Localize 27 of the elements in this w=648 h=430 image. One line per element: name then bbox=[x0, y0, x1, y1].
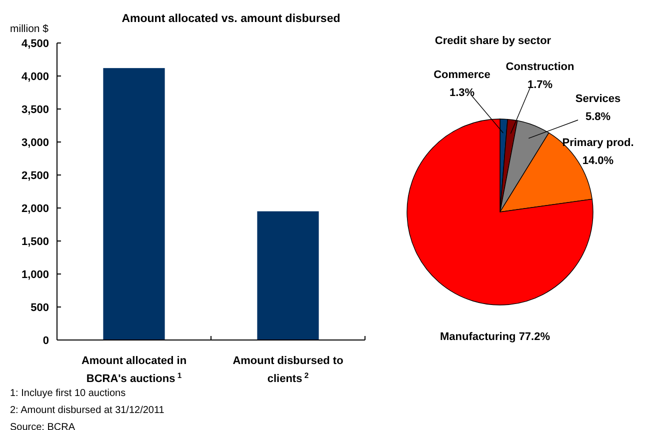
data-label: 1.3% bbox=[449, 87, 475, 99]
source-note: Source: BCRA bbox=[10, 422, 76, 430]
y-tick-label: 2,500 bbox=[21, 170, 49, 182]
y-tick-label: 1,000 bbox=[21, 268, 49, 281]
y-tick-label: 2,000 bbox=[21, 202, 49, 215]
slice-label: Construction bbox=[506, 61, 574, 73]
y-axis-title: million $ bbox=[10, 23, 49, 35]
x-tick-label: Amount allocated in BCRA's auctions$^{1}$ bbox=[81, 355, 187, 385]
slice-label: Primary prod. bbox=[562, 137, 634, 149]
y-tick-label: 0 bbox=[42, 334, 49, 347]
text: 2: Amount disbursed at 31/12/2011 bbox=[10, 405, 165, 416]
data-label: 1.7% bbox=[527, 79, 553, 91]
y-tick-label: 500 bbox=[30, 302, 49, 314]
x-tick-label: Amount disbursed to clients$^{2}$ bbox=[232, 355, 344, 385]
slice-label: Manufacturing 77.2% bbox=[440, 331, 550, 343]
text: 1: Incluye first 10 auctions bbox=[10, 388, 126, 399]
chart-title: Amount allocated vs. amount disbursed bbox=[122, 13, 340, 25]
y-tick-label: 1,500 bbox=[21, 236, 49, 248]
y-tick-label: 3,000 bbox=[21, 136, 49, 149]
y-tick-label: 4,500 bbox=[21, 38, 49, 50]
data-label: 5.8% bbox=[585, 111, 611, 123]
chart-title: Credit share by sector bbox=[434, 35, 552, 47]
data-label: 14.0% bbox=[582, 155, 614, 167]
slice-label: Services bbox=[575, 93, 621, 105]
y-tick-label: 3,500 bbox=[21, 104, 49, 116]
slice-label: Commerce bbox=[434, 69, 490, 81]
y-tick-label: 4,000 bbox=[21, 70, 49, 83]
